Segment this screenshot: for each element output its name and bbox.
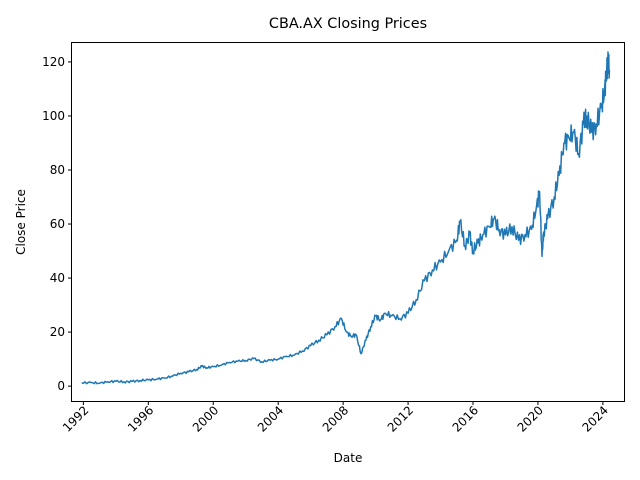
y-tick-label: 80 [50, 163, 65, 177]
x-tick-label: 2004 [255, 403, 286, 434]
x-tick-label: 2008 [320, 403, 351, 434]
y-tick-label: 120 [42, 55, 65, 69]
chart-title: CBA.AX Closing Prices [269, 16, 427, 32]
y-axis-title: Close Price [14, 189, 28, 255]
x-tick-label: 2024 [580, 403, 611, 434]
plot-area [81, 51, 611, 385]
x-tick-label: 1992 [60, 403, 91, 434]
x-tick-label: 1996 [125, 403, 156, 434]
y-tick-label: 40 [50, 271, 65, 285]
y-tick-label: 0 [57, 379, 65, 393]
y-axis: 0 20 40 60 80 100 120 [42, 55, 72, 393]
plot-frame [71, 42, 625, 402]
y-tick-label: 20 [50, 325, 65, 339]
x-tick-label: 2016 [450, 403, 481, 434]
x-axis-title: Date [334, 451, 363, 465]
x-tick-label: 2012 [385, 403, 416, 434]
x-tick-label: 2000 [190, 403, 221, 434]
y-tick-label: 100 [42, 109, 65, 123]
close-price-line [81, 51, 611, 385]
x-axis: 1992 1996 2000 2004 2008 2012 2016 2020 2024 [60, 401, 611, 435]
y-tick-label: 60 [50, 217, 65, 231]
x-tick-label: 2020 [515, 403, 546, 434]
